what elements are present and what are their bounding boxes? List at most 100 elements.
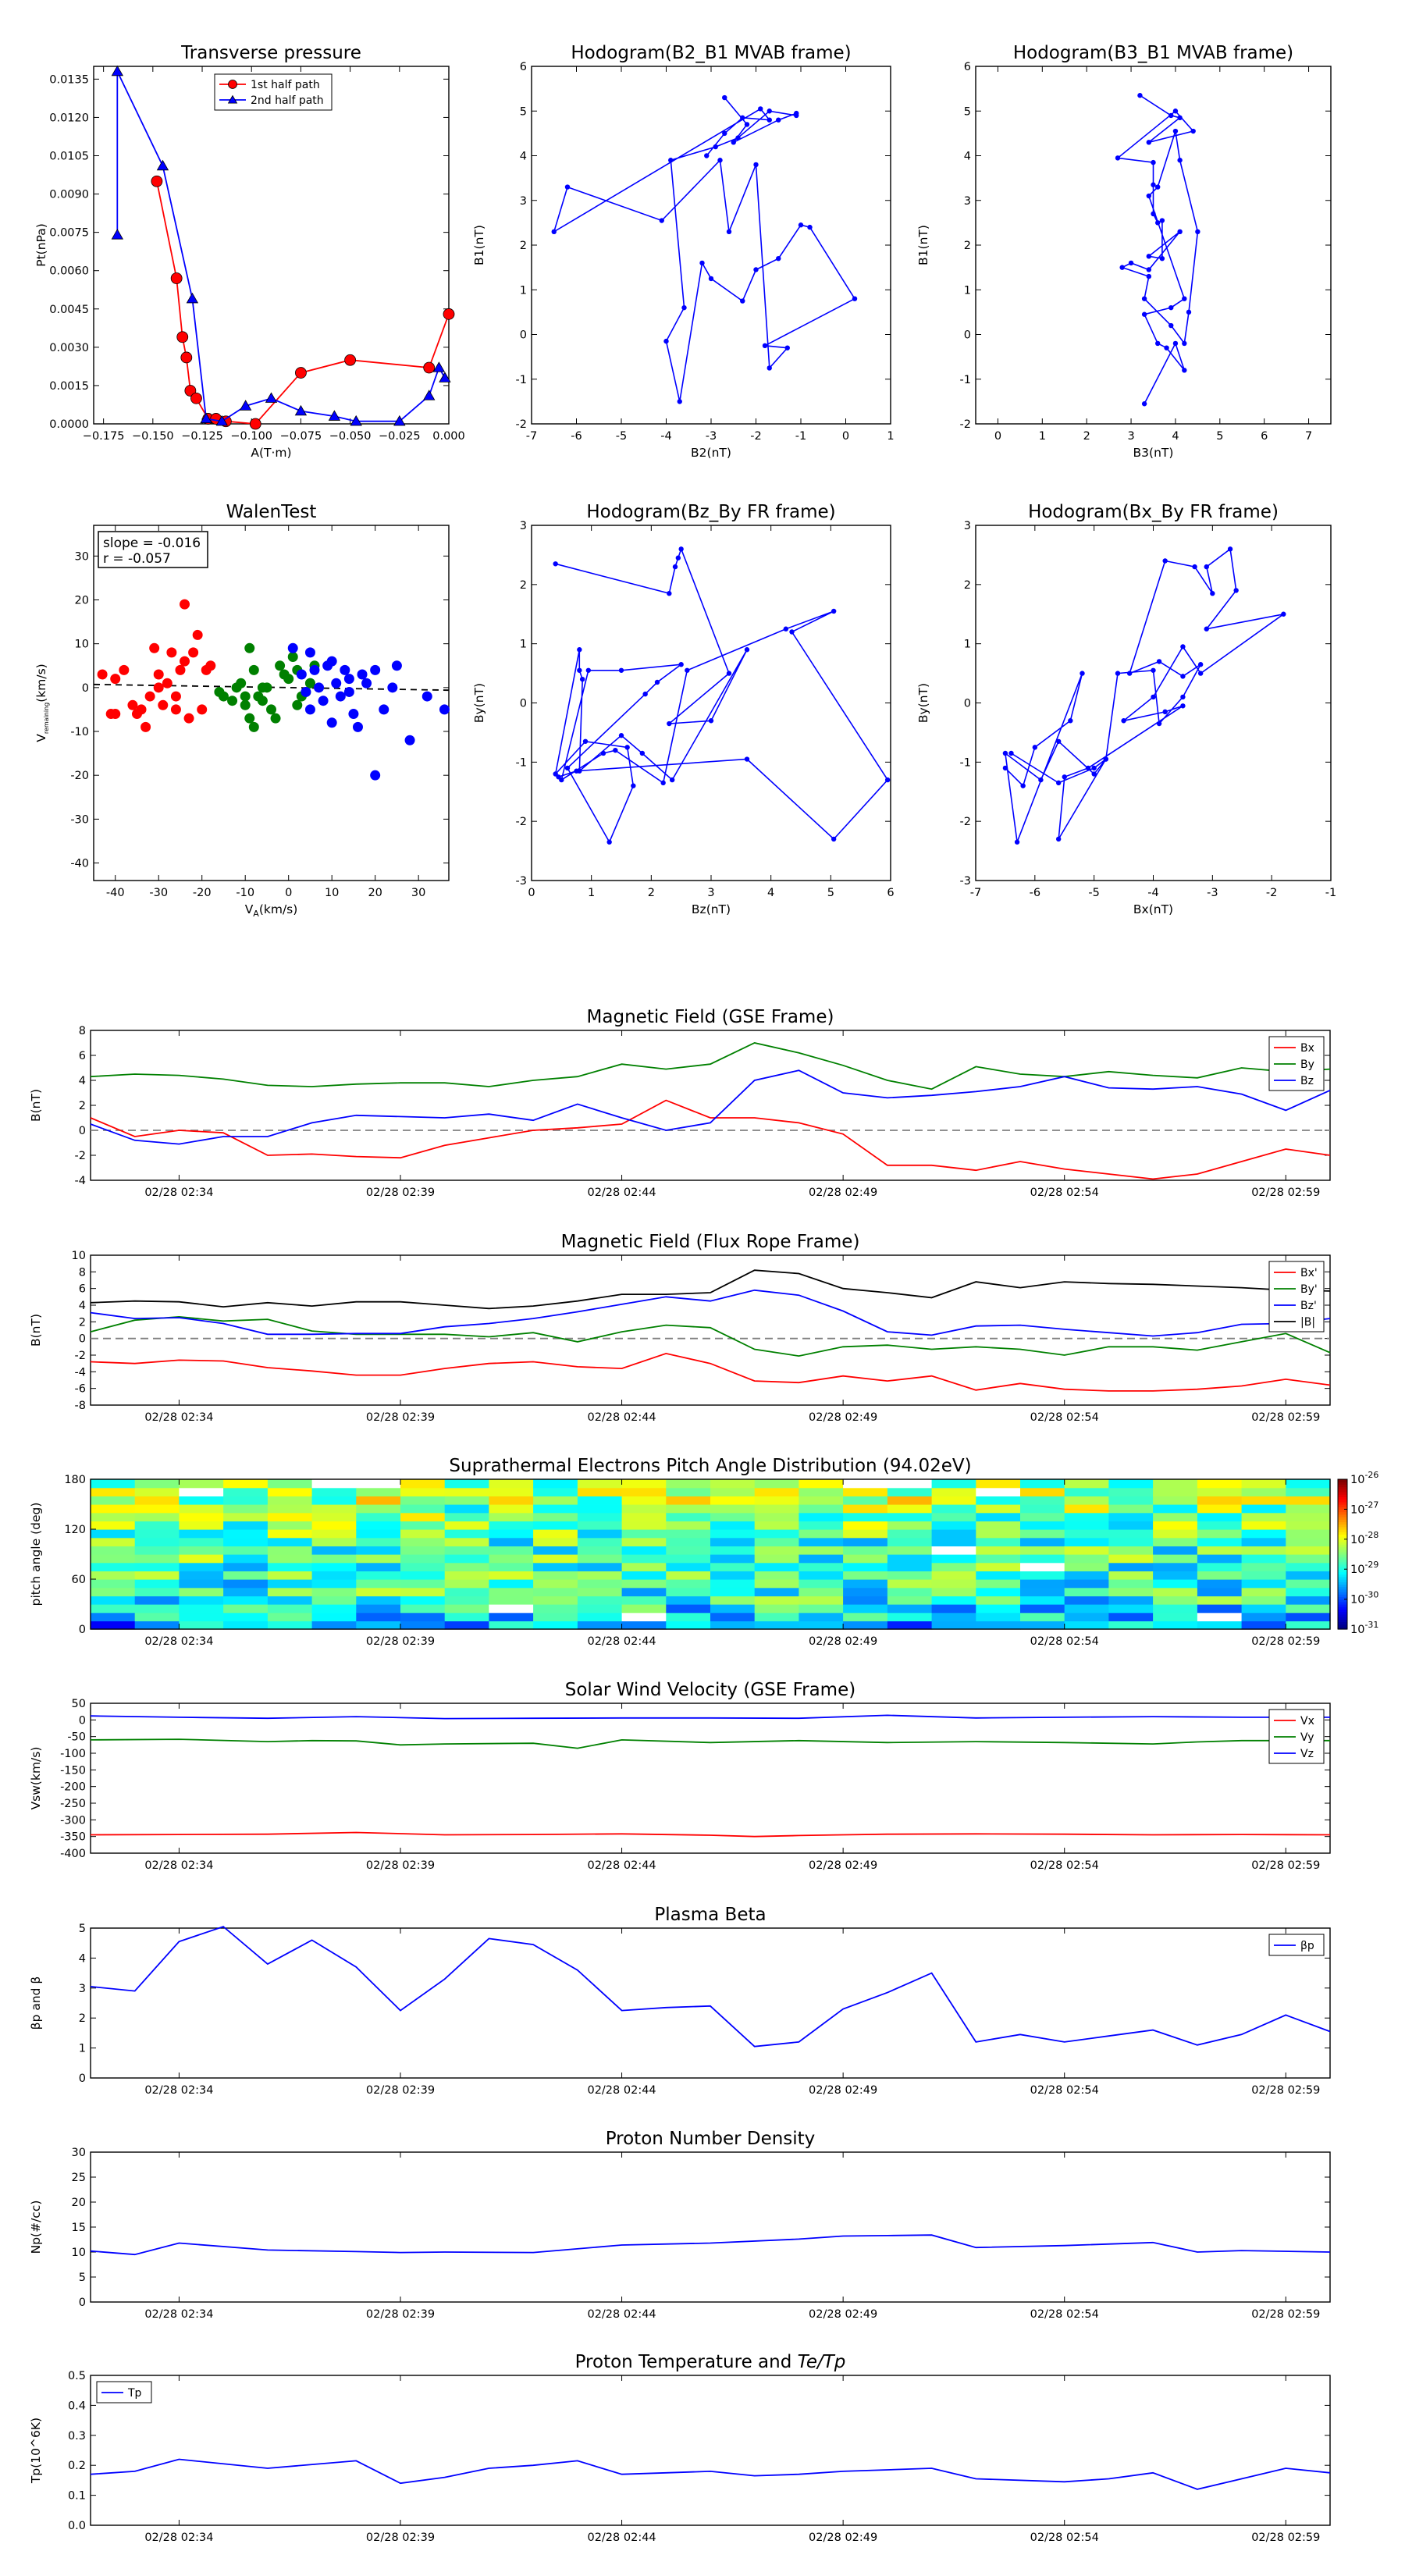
- data-point: [294, 404, 308, 416]
- heatmap-cell: [1108, 1554, 1154, 1564]
- data-point: [1080, 671, 1085, 676]
- x-tick-label: 0: [994, 430, 1001, 443]
- heatmap-cell: [91, 1571, 136, 1580]
- heatmap-cell: [754, 1554, 799, 1564]
- heatmap-cell: [356, 1496, 401, 1505]
- heatmap-cell: [666, 1504, 711, 1514]
- y-axis-label-rest: (km/s): [34, 664, 48, 702]
- heatmap-cell: [799, 1479, 844, 1489]
- y-tick-label: 0: [79, 1333, 86, 1346]
- heatmap-cell: [577, 1529, 623, 1539]
- y-tick-label: 120: [64, 1524, 86, 1536]
- heatmap-cell: [1241, 1529, 1286, 1539]
- heatmap-cell: [666, 1521, 711, 1530]
- heatmap-cell: [311, 1546, 357, 1555]
- data-point: [1146, 273, 1152, 279]
- x-tick-label: -1: [795, 430, 806, 443]
- y-tick-label: 30: [72, 2147, 86, 2159]
- data-point: [767, 117, 772, 123]
- y-tick-label: 0: [964, 698, 971, 710]
- heatmap-cell: [621, 1604, 667, 1614]
- data-point: [328, 410, 341, 421]
- y-tick-label: -300: [60, 1814, 86, 1827]
- data-point: [318, 696, 329, 706]
- heatmap-cell: [843, 1562, 888, 1571]
- time-tick-label: 02/28 02:39: [366, 1859, 435, 1872]
- data-point: [266, 704, 276, 715]
- heatmap-cell: [1153, 1587, 1198, 1596]
- y-tick-label: 0.0075: [49, 227, 89, 240]
- heatmap-cell: [311, 1579, 357, 1589]
- heatmap-cell: [1286, 1587, 1331, 1596]
- data-point: [295, 367, 307, 379]
- heatmap-cell: [976, 1587, 1021, 1596]
- heatmap-cell: [1064, 1512, 1109, 1521]
- heatmap-cell: [799, 1571, 844, 1580]
- y-tick-label: -2: [75, 1150, 86, 1162]
- y-tick-label: -30: [70, 813, 89, 826]
- data-point: [1126, 671, 1133, 676]
- data-point: [326, 717, 337, 728]
- heatmap-cell: [1108, 1529, 1154, 1539]
- heatmap-cell: [400, 1521, 446, 1530]
- data-point: [249, 418, 261, 430]
- data-point: [186, 292, 199, 304]
- heatmap-cell: [799, 1596, 844, 1605]
- heatmap-cell: [400, 1512, 446, 1521]
- time-tick-label: 02/28 02:54: [1030, 2084, 1099, 2097]
- heatmap-cell: [311, 1562, 357, 1571]
- data-point: [180, 599, 190, 610]
- y-axis-label: B1(nT): [916, 225, 930, 265]
- heatmap-cell: [179, 1512, 224, 1521]
- x-tick-label: 6: [887, 887, 894, 899]
- heatmap-cell: [710, 1587, 756, 1596]
- time-tick-label: 02/28 02:59: [1251, 1187, 1320, 1199]
- plot-frame: [90, 2151, 1331, 2303]
- heatmap-cell: [710, 1512, 756, 1521]
- plot-frame: [531, 525, 891, 881]
- heatmap-cell: [1108, 1621, 1154, 1630]
- heatmap-cell: [976, 1612, 1021, 1621]
- time-tick-label: 02/28 02:44: [587, 2308, 656, 2321]
- heatmap-cell: [400, 1612, 446, 1621]
- heatmap-cell: [533, 1546, 578, 1555]
- chart-title: Hodogram(B3_B1 MVAB frame): [1013, 43, 1293, 63]
- heatmap-cell: [444, 1562, 489, 1571]
- data-point: [166, 647, 177, 658]
- data-point: [439, 372, 451, 382]
- heatmap-cell: [666, 1587, 711, 1596]
- heatmap-cell: [444, 1504, 489, 1514]
- plot-frame: [93, 525, 450, 881]
- y-tick-label: 3: [964, 195, 971, 208]
- chart-vsw: Solar Wind Velocity (GSE Frame) 02/28 02:…: [29, 1680, 1331, 1872]
- series-line: [116, 71, 446, 422]
- data-point: [184, 385, 197, 397]
- time-tick-label: 02/28 02:44: [587, 2084, 656, 2097]
- hodogram-line: [553, 97, 856, 402]
- heatmap-cell: [91, 1504, 136, 1514]
- y-tick-label: 0: [79, 1125, 86, 1137]
- heatmap-cell: [489, 1479, 534, 1489]
- heatmap-cell: [843, 1554, 888, 1564]
- time-tick-label: 02/28 02:49: [809, 1411, 877, 1424]
- heatmap-cell: [533, 1487, 578, 1496]
- r-label: r = -0.057: [103, 551, 171, 567]
- heatmap-cell: [400, 1546, 446, 1555]
- colorbar-cell: [1338, 1514, 1347, 1517]
- heatmap-cell: [267, 1621, 313, 1630]
- heatmap-cell: [311, 1529, 357, 1539]
- data-point: [439, 704, 450, 715]
- legend-label: 2nd half path: [251, 94, 324, 107]
- chart-pitch-angle: Suprathermal Electrons Pitch Angle Distr…: [29, 1456, 1378, 1648]
- data-point: [1091, 765, 1097, 771]
- y-tick-label: 0: [79, 2297, 86, 2309]
- data-point: [361, 678, 372, 688]
- time-tick-label: 02/28 02:59: [1251, 1411, 1320, 1424]
- data-point: [1151, 211, 1156, 217]
- y-axis-label: Vsw(km/s): [29, 1747, 43, 1810]
- data-point: [582, 738, 589, 744]
- data-point: [309, 664, 320, 675]
- data-point: [149, 642, 160, 653]
- data-point: [1177, 158, 1183, 163]
- data-point: [776, 255, 781, 262]
